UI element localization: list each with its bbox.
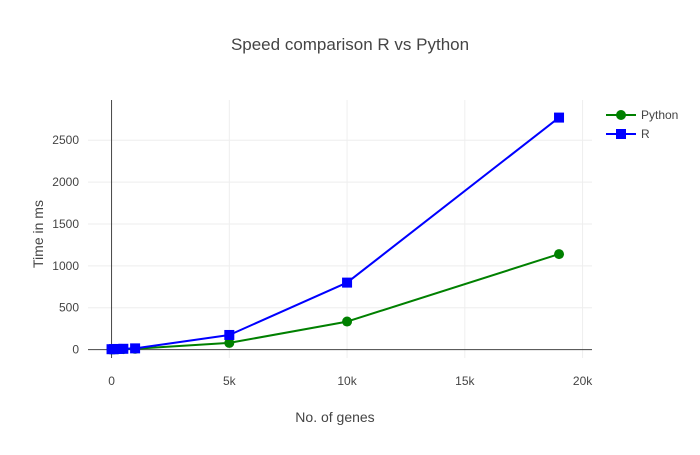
legend-marker bbox=[616, 110, 626, 120]
x-tick-label: 0 bbox=[108, 374, 115, 388]
legend-item-r[interactable]: R bbox=[606, 127, 650, 141]
series-line bbox=[111, 253, 560, 351]
x-tick-label: 10k bbox=[337, 374, 357, 388]
data-point bbox=[554, 249, 565, 260]
plot-area bbox=[106, 112, 565, 355]
data-point bbox=[130, 343, 141, 354]
legend-marker bbox=[616, 129, 626, 139]
gridlines bbox=[88, 100, 592, 358]
axes bbox=[88, 100, 592, 358]
series-python bbox=[106, 249, 565, 355]
y-tick-label: 2500 bbox=[52, 133, 79, 147]
y-tick-label: 0 bbox=[72, 343, 79, 357]
legend-label: R bbox=[641, 127, 650, 141]
data-point bbox=[224, 329, 235, 340]
series-line bbox=[111, 116, 560, 351]
y-tick-label: 500 bbox=[59, 301, 79, 315]
x-axis-title: No. of genes bbox=[295, 409, 374, 425]
data-point bbox=[224, 337, 235, 348]
legend[interactable]: Python R bbox=[606, 108, 678, 141]
data-point bbox=[342, 277, 353, 288]
data-point bbox=[342, 316, 353, 327]
y-tick-label: 2000 bbox=[52, 175, 79, 189]
x-tick-label: 15k bbox=[455, 374, 475, 388]
data-point bbox=[118, 343, 129, 354]
tick-labels: 0 5k 10k 15k 20k 0 500 1000 1500 2000 2500 bbox=[52, 133, 593, 388]
chart-title: Speed comparison R vs Python bbox=[231, 35, 469, 54]
legend-label: Python bbox=[641, 108, 678, 122]
series-r bbox=[106, 112, 565, 355]
y-tick-label: 1500 bbox=[52, 217, 79, 231]
x-tick-label: 5k bbox=[223, 374, 237, 388]
legend-item-python[interactable]: Python bbox=[606, 108, 678, 122]
data-point bbox=[554, 112, 565, 123]
y-axis-title: Time in ms bbox=[30, 200, 46, 268]
y-tick-label: 1000 bbox=[52, 259, 79, 273]
data-point bbox=[112, 343, 123, 354]
x-tick-label: 20k bbox=[573, 374, 593, 388]
